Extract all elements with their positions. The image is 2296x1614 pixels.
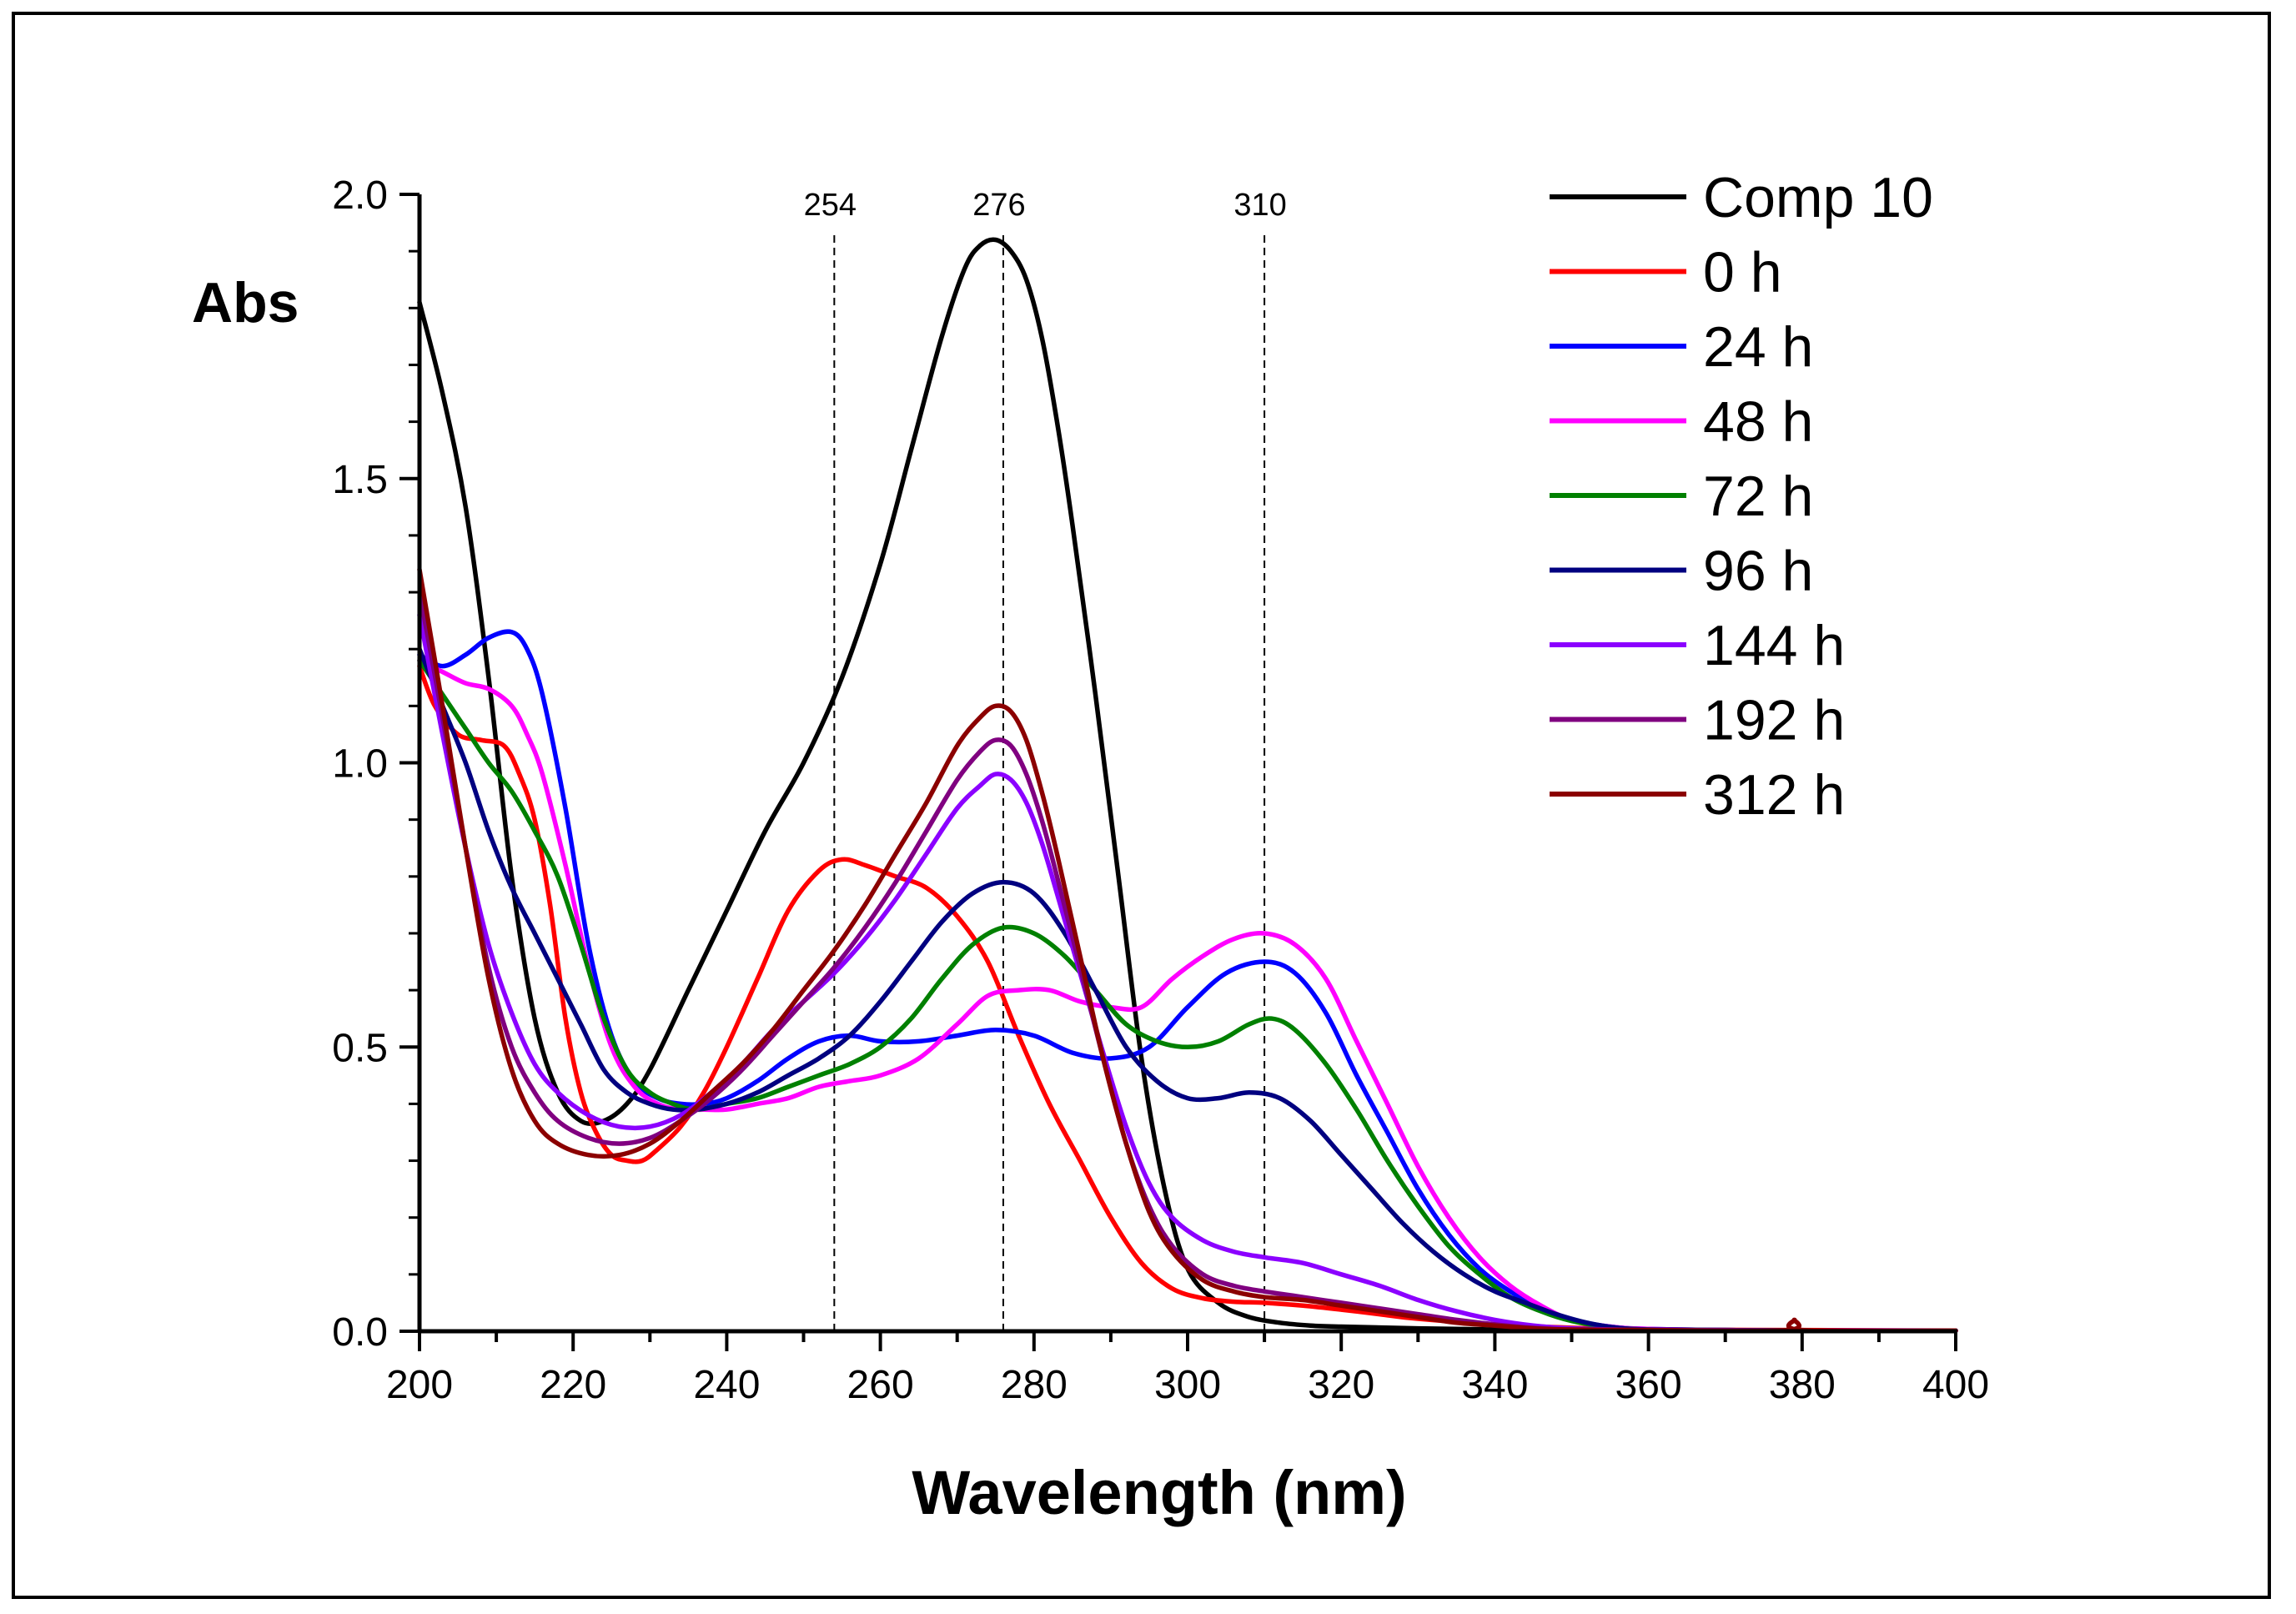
y-tick-label: 0.0 — [332, 1310, 388, 1355]
x-tick-label: 340 — [1461, 1363, 1528, 1407]
axes: 200 220 240 260 280 300 320 340 360 380 400 0.0 0.5 1… — [332, 173, 1989, 1407]
x-tick-label: 380 — [1769, 1363, 1836, 1407]
x-tick-label: 260 — [847, 1363, 914, 1407]
reference-lines: 254 276 310 — [804, 188, 1287, 1331]
series-line-192-h — [417, 590, 1958, 1334]
x-tick-label: 280 — [1001, 1363, 1068, 1407]
y-tick-label: 2.0 — [332, 173, 388, 218]
series-line-24-h — [417, 629, 1958, 1334]
legend-label-48-h: 48 h — [1703, 390, 1813, 454]
x-tick-label: 300 — [1154, 1363, 1221, 1407]
series-line-48-h — [417, 658, 1958, 1334]
legend-label-144-h: 144 h — [1703, 614, 1845, 677]
series-line-144-h — [417, 612, 1958, 1334]
legend-label-24-h: 24 h — [1703, 315, 1813, 379]
x-tick-label: 240 — [693, 1363, 760, 1407]
x-tick-label: 220 — [540, 1363, 606, 1407]
x-tick-label: 400 — [1922, 1363, 1989, 1407]
series-lines — [417, 237, 1958, 1334]
legend-label-0-h: 0 h — [1703, 241, 1782, 304]
x-tick-label: 200 — [386, 1363, 453, 1407]
x-tick-label: 320 — [1308, 1363, 1374, 1407]
series-line-312-h — [417, 567, 1958, 1334]
legend: Comp 10 0 h 24 h 48 h 72 h 96 h 144 h 192 h 312 … — [1550, 166, 1933, 827]
x-tick-label: 360 — [1615, 1363, 1682, 1407]
y-tick-label: 0.5 — [332, 1026, 388, 1070]
legend-label-312-h: 312 h — [1703, 763, 1845, 827]
legend-label-96-h: 96 h — [1703, 540, 1813, 603]
legend-label-192-h: 192 h — [1703, 689, 1845, 752]
chart-frame — [12, 12, 2271, 1599]
x-axis-title: Wavelength (nm) — [912, 1458, 1406, 1527]
reference-label-276: 276 — [972, 188, 1025, 223]
legend-label-72-h: 72 h — [1703, 465, 1813, 528]
series-line-96-h — [417, 646, 1958, 1334]
legend-label-comp-10: Comp 10 — [1703, 166, 1933, 229]
y-axis-title: Abs — [192, 271, 299, 334]
y-tick-label: 1.0 — [332, 742, 388, 787]
y-tick-label: 1.5 — [332, 458, 388, 502]
reference-label-310: 310 — [1233, 188, 1286, 223]
reference-label-254: 254 — [804, 188, 857, 223]
